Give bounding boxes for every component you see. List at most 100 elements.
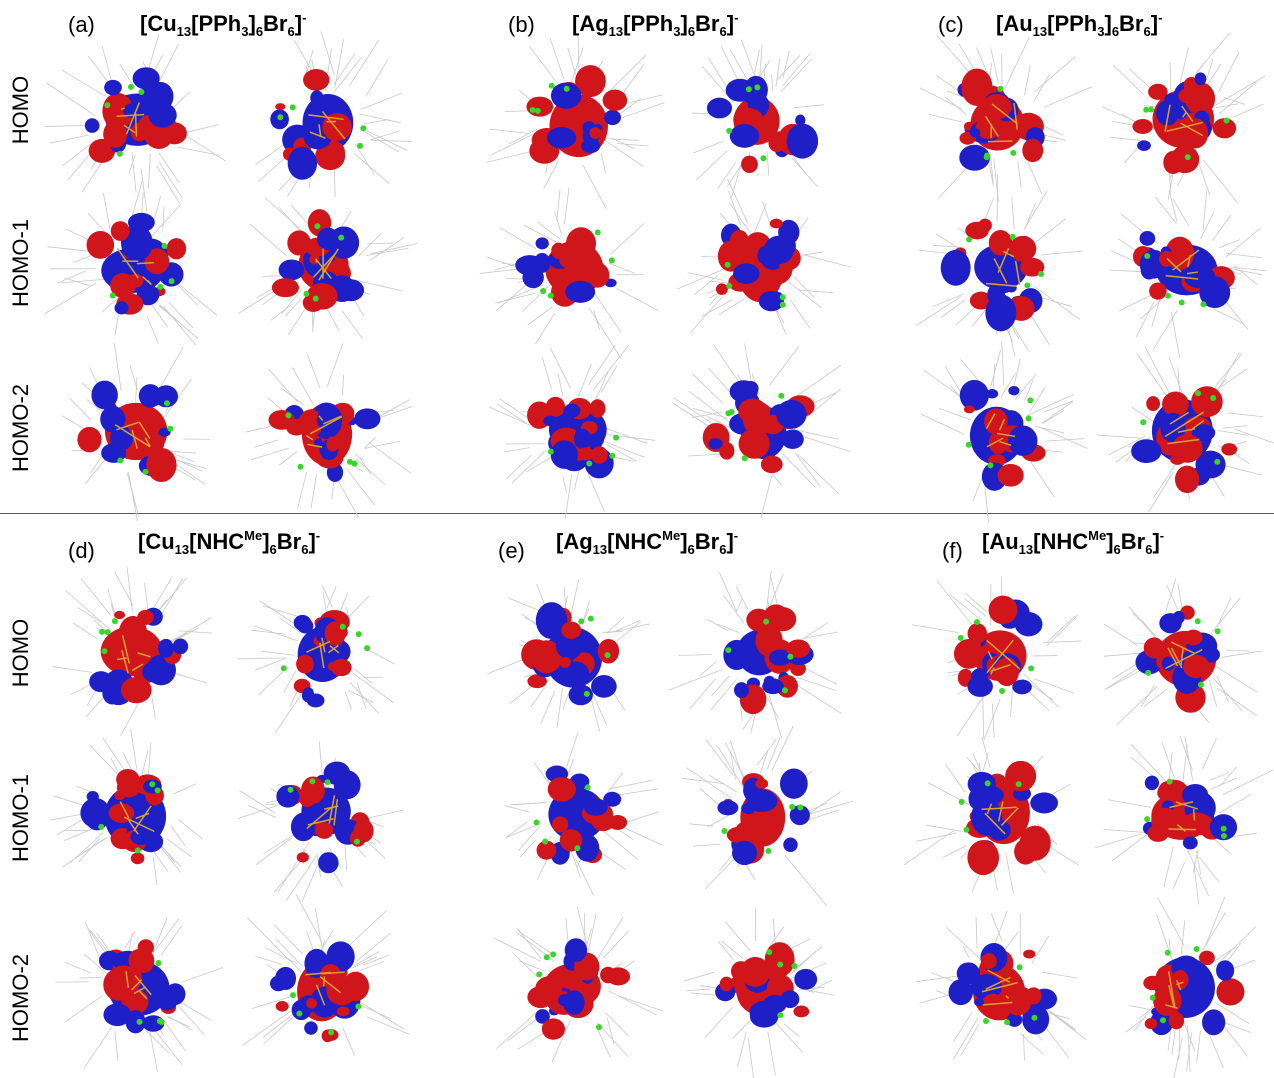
ligand-bond	[1183, 1020, 1196, 1051]
bromine-atom	[542, 838, 549, 845]
ligand-bond	[1151, 294, 1162, 327]
orbital-lobe	[1182, 632, 1194, 645]
bromine-atom	[1149, 994, 1156, 1001]
orbital-lobe	[1144, 775, 1160, 791]
orbital-lobe	[306, 282, 338, 310]
ligand-bond	[162, 305, 197, 346]
bromine-atom	[1145, 669, 1152, 676]
orbital-lobe	[1153, 985, 1182, 1016]
ligand-bond	[946, 927, 982, 961]
ligand-bond	[365, 247, 409, 256]
ligand-bond	[1210, 772, 1230, 781]
ligand-bond	[606, 1017, 615, 1045]
ligand-bond	[504, 805, 530, 813]
orbital-lobe	[1131, 439, 1162, 464]
orbital-image-d-row2-view0	[55, 917, 223, 1072]
orbital-lobe	[1137, 140, 1151, 151]
ligand-bond	[114, 311, 120, 336]
ligand-bond	[1031, 935, 1050, 964]
ligand-bond	[1171, 1028, 1176, 1055]
ligand-bond	[297, 471, 308, 509]
ligand-bond	[944, 96, 967, 115]
ligand-bond	[77, 607, 101, 622]
metal-bond	[319, 642, 325, 669]
orbital-image-b-row1-view0	[479, 187, 659, 359]
orbital-lobe	[1139, 231, 1156, 246]
orbital-lobe	[723, 639, 751, 671]
orbital-lobe	[966, 638, 982, 655]
ligand-bond	[1156, 914, 1174, 963]
ligand-bond	[364, 119, 389, 125]
ligand-bond	[353, 279, 403, 292]
orbital-lobe	[1143, 637, 1165, 659]
ligand-bond	[355, 458, 386, 486]
ligand-bond	[927, 782, 972, 807]
ligand-bond	[921, 413, 965, 435]
orbital-lobe	[940, 249, 971, 286]
ligand-bond	[588, 307, 622, 359]
ligand-bond	[1030, 461, 1055, 498]
bromine-atom	[351, 460, 358, 467]
orbital-lobe	[563, 661, 590, 686]
ligand-bond	[344, 691, 353, 710]
metal-bond	[1164, 104, 1171, 132]
ligand-bond	[693, 274, 719, 296]
ligand-bond	[709, 280, 728, 284]
bromine-atom	[1220, 825, 1227, 832]
ligand-bond	[587, 473, 605, 513]
ligand-bond	[1179, 735, 1193, 771]
metal-bond	[998, 418, 1006, 431]
ligand-bond	[333, 53, 356, 85]
ligand-bond	[80, 578, 112, 616]
metal-bond	[144, 437, 151, 447]
ligand-bond	[1101, 106, 1142, 125]
ligand-bond	[1024, 65, 1031, 96]
orbital-lobe	[1212, 118, 1237, 139]
orbital-lobe	[738, 428, 770, 459]
orbital-lobe	[278, 259, 305, 281]
metal-bond	[138, 421, 151, 439]
ligand-bond	[239, 790, 276, 814]
ligand-bond	[676, 267, 726, 290]
ligand-bond	[364, 437, 376, 449]
ligand-bond	[717, 745, 745, 789]
orbital-lobe	[763, 235, 794, 265]
orbital-lobe	[741, 155, 758, 174]
ligand-bond	[1202, 159, 1238, 204]
ligand-bond	[168, 450, 197, 454]
ligand-bond	[253, 625, 299, 642]
ligand-bond	[1152, 464, 1176, 499]
ligand-bond	[776, 55, 800, 81]
orbital-lobe	[110, 273, 136, 298]
orbital-lobe	[741, 964, 762, 979]
orbital-lobe	[535, 976, 563, 1002]
orbital-lobe	[1132, 119, 1153, 134]
orbital-lobe	[1146, 396, 1161, 412]
ligand-bond	[346, 468, 375, 506]
ligand-bond	[578, 363, 592, 397]
orbital-image-c-row1-view1	[1109, 190, 1267, 358]
orbital-lobe	[1009, 235, 1037, 262]
bromine-atom	[777, 1012, 784, 1019]
ligand-bond	[768, 694, 782, 739]
ligand-bond	[170, 826, 186, 846]
orbital-lobe	[1148, 83, 1168, 100]
metal-bond	[984, 812, 1006, 835]
ligand-bond	[767, 926, 785, 949]
orbital-lobe	[326, 941, 355, 972]
ligand-bond	[616, 288, 659, 311]
ligand-bond	[592, 344, 630, 391]
ligand-bond	[769, 346, 799, 386]
bromine-atom	[966, 236, 973, 243]
orbital-lobe	[1005, 282, 1017, 293]
bromine-atom	[157, 283, 164, 290]
orbital-image-d-row1-view0	[50, 728, 203, 886]
orbital-image-b-row0-view1	[691, 39, 824, 198]
orbital-image-c-row1-view0	[915, 174, 1084, 357]
metal-bond	[1013, 102, 1019, 130]
ligand-bond	[318, 930, 334, 955]
ligand-bond	[173, 617, 212, 641]
orbital-image-a-row0-view0	[44, 34, 227, 211]
ligand-bond	[557, 374, 564, 397]
bromine-atom	[745, 86, 752, 93]
